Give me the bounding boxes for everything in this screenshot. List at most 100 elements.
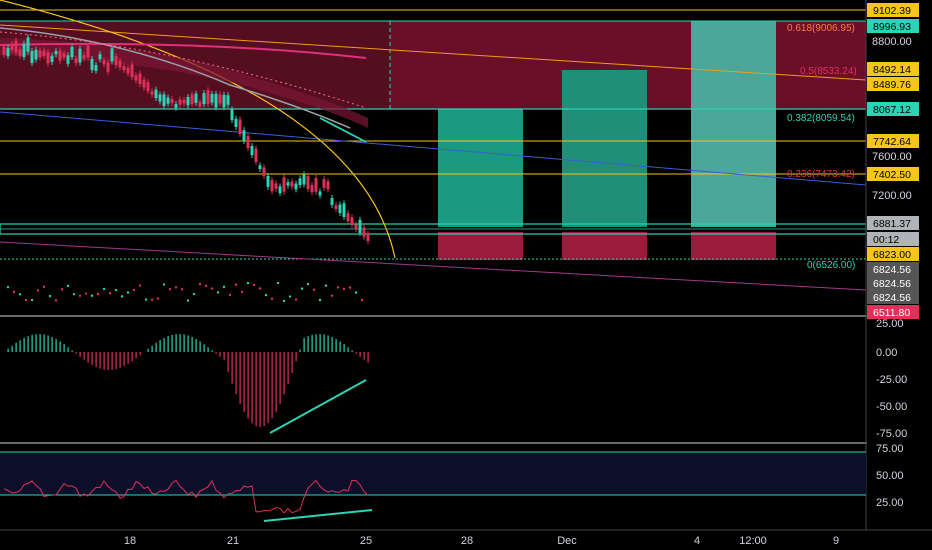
price-tag[interactable]: 6881.37 — [867, 216, 919, 230]
indicator-dot — [342, 287, 346, 291]
macd-axis[interactable]: 25.00 0.00 -25.00 -50.00 -75.00 — [876, 318, 907, 440]
price-pane[interactable]: 0.618(9006.95) 0.5(8533.24) 0.382(8059.54)… — [0, 0, 867, 303]
indicator-dot — [186, 299, 190, 302]
macd-bar — [207, 347, 209, 352]
candle-body — [262, 167, 266, 176]
macd-bar — [303, 337, 305, 352]
candle-body — [70, 46, 74, 58]
yellow-arc[interactable] — [0, 0, 396, 259]
macd-axis-label: -50.00 — [876, 401, 907, 413]
price-tag[interactable]: 6824.56 — [867, 262, 919, 276]
price-axis[interactable]: 9102.39 8996.93 8492.14 8489.76 8067.12 7742.… — [867, 0, 932, 550]
candle-body — [10, 44, 14, 51]
price-tag[interactable]: 7742.64 — [867, 134, 919, 148]
candle-body — [250, 145, 254, 155]
candle-body — [310, 185, 314, 193]
long-position-box-1-stop[interactable] — [438, 232, 523, 260]
candle-body — [74, 58, 78, 64]
indicator-dot — [318, 298, 322, 302]
rsi-line — [3, 479, 369, 514]
indicator-dot — [42, 285, 46, 288]
macd-bar — [27, 336, 29, 352]
rsi-divergence-line[interactable] — [263, 509, 373, 522]
indicator-dot — [60, 288, 64, 291]
candle-body — [330, 198, 334, 205]
price-tag-bg — [867, 247, 919, 261]
time-axis[interactable]: 18 21 25 28 Dec 4 12:00 9 — [0, 529, 932, 547]
candle-body — [134, 75, 138, 81]
indicator-dot — [12, 290, 16, 294]
candle-body — [206, 90, 210, 105]
macd-bar — [179, 334, 181, 352]
candle-body — [66, 55, 70, 64]
price-tag[interactable]: 6511.80 — [867, 305, 919, 319]
candle-body — [246, 135, 250, 148]
price-tag[interactable]: 6824.56 — [867, 290, 919, 304]
macd-bar — [127, 352, 129, 364]
ma-dotted — [0, 31, 367, 109]
candle-body — [346, 213, 350, 221]
candle-body — [266, 175, 270, 187]
indicator-dot — [156, 297, 160, 300]
macd-bar — [195, 338, 197, 352]
long-position-box-2-stop[interactable] — [562, 232, 647, 260]
macd-bar — [83, 352, 85, 360]
price-tag[interactable]: 8996.93 — [867, 19, 919, 33]
indicator-dot — [162, 283, 166, 286]
macd-bar — [251, 352, 253, 424]
fib-level-label: 0(6526.00) — [807, 260, 855, 271]
price-tag-bg — [867, 167, 919, 181]
long-position-box-2-target[interactable] — [562, 70, 647, 227]
macd-bar — [123, 352, 125, 367]
macd-bar — [63, 344, 65, 352]
price-tag[interactable]: 8067.12 — [867, 102, 919, 116]
price-tag[interactable]: 6824.56 — [867, 276, 919, 290]
candle-body — [106, 62, 110, 72]
price-tag-bg — [867, 216, 919, 230]
ma-magenta — [0, 42, 367, 59]
long-position-box-3-stop[interactable] — [691, 232, 776, 260]
candle-body — [294, 183, 298, 190]
macd-bar — [295, 352, 297, 362]
price-tag[interactable]: 7402.50 — [867, 167, 919, 181]
indicator-dot — [306, 282, 310, 286]
macd-divergence-line[interactable] — [269, 379, 367, 434]
macd-bar — [47, 335, 49, 352]
macd-bar — [7, 348, 9, 352]
price-tag[interactable]: 9102.39 — [867, 3, 919, 17]
candle-body — [202, 93, 206, 105]
macd-bar — [91, 352, 93, 366]
candle-body — [118, 60, 122, 68]
macd-bar — [227, 352, 229, 372]
orange-trendline[interactable] — [0, 24, 867, 81]
long-position-box-3-target[interactable] — [691, 21, 776, 227]
candle-body — [78, 48, 82, 63]
rsi-axis[interactable]: 75.00 50.00 25.00 — [876, 443, 904, 509]
macd-bar — [35, 334, 37, 352]
indicator-dot — [132, 288, 136, 292]
rsi-axis-label: 50.00 — [876, 470, 904, 482]
price-tag[interactable]: 6823.00 — [867, 247, 919, 261]
blue-trendline[interactable] — [0, 111, 867, 186]
indicator-dot — [144, 298, 148, 301]
candle-body — [274, 183, 278, 189]
price-tag[interactable]: 8489.76 — [867, 77, 919, 91]
macd-axis-label: 0.00 — [876, 347, 897, 359]
rsi-pane[interactable] — [0, 451, 866, 522]
macd-pane[interactable] — [7, 334, 369, 434]
candle-body — [242, 130, 246, 141]
macd-bar — [319, 334, 321, 352]
purple-trendline[interactable] — [0, 241, 867, 291]
price-tag[interactable]: 8492.14 — [867, 62, 919, 76]
candle-body — [198, 102, 202, 107]
macd-axis-label: -25.00 — [876, 374, 907, 386]
price-tag[interactable]: 00:12 — [867, 232, 919, 246]
macd-bar — [279, 352, 281, 404]
candle-body — [130, 64, 134, 77]
indicator-dot — [30, 298, 34, 302]
macd-bar — [11, 345, 13, 352]
long-position-box-1-target[interactable] — [438, 109, 523, 227]
indicator-dot — [276, 281, 280, 285]
macd-axis-label: -75.00 — [876, 428, 907, 440]
